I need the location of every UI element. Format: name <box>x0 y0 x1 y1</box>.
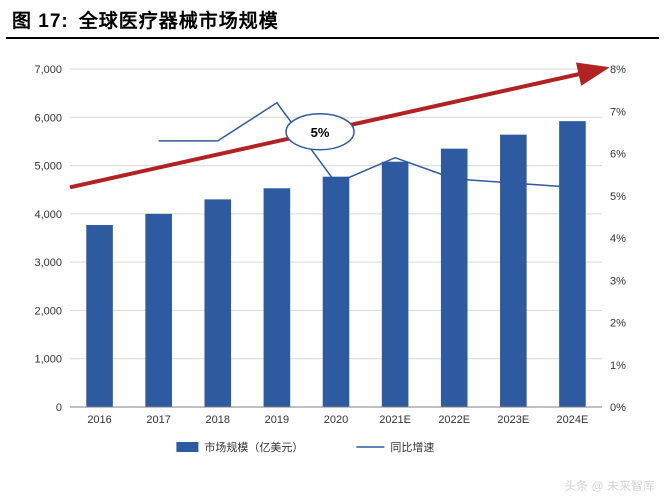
y-right-tick-label: 3% <box>610 275 626 287</box>
y-right-tick-label: 1% <box>610 360 626 372</box>
legend-label-line: 同比增速 <box>390 440 434 454</box>
legend-label-bar: 市场规模（亿美元） <box>204 440 303 454</box>
y-left-tick-label: 0 <box>56 402 62 414</box>
annotation-label: 5% <box>311 125 330 140</box>
figure-header: 图 17: 全球医疗器械市场规模 <box>0 0 665 37</box>
y-right-tick-label: 8% <box>610 64 626 76</box>
y-right-tick-label: 6% <box>610 149 626 161</box>
watermark: 头条 @ 未来智库 <box>564 477 655 494</box>
header-divider <box>6 37 659 39</box>
figure-label: 图 17: <box>12 6 69 33</box>
figure-title: 全球医疗器械市场规模 <box>79 6 279 33</box>
x-tick-label: 2019 <box>265 414 289 426</box>
x-tick-label: 2024E <box>557 414 589 426</box>
y-right-tick-label: 7% <box>610 106 626 118</box>
chart-container: 0 1,000 2,000 3,000 4,000 5,000 6,000 7,000 0% 1%… <box>12 47 652 467</box>
y-right-tick-label: 4% <box>610 233 626 245</box>
bar <box>500 135 527 407</box>
bar <box>382 162 409 407</box>
bar <box>441 149 468 407</box>
x-tick-label: 2022E <box>438 414 470 426</box>
bar <box>264 188 291 407</box>
x-tick-label: 2020 <box>324 414 348 426</box>
combo-chart: 0 1,000 2,000 3,000 4,000 5,000 6,000 7,000 0% 1%… <box>12 47 652 467</box>
bar <box>559 121 586 407</box>
x-tick-label: 2016 <box>87 414 111 426</box>
x-tick-label: 2017 <box>146 414 170 426</box>
y-left-tick-label: 1,000 <box>34 354 62 366</box>
y-right-tick-label: 2% <box>610 318 626 330</box>
y-left-tick-label: 7,000 <box>34 64 62 76</box>
y-left-tick-label: 6,000 <box>34 112 62 124</box>
legend-swatch-bar <box>176 442 198 452</box>
x-tick-label: 2023E <box>497 414 529 426</box>
x-tick-label: 2021E <box>379 414 411 426</box>
x-tick-label: 2018 <box>206 414 230 426</box>
y-left-tick-label: 5,000 <box>34 161 62 173</box>
y-right-tick-label: 0% <box>610 402 626 414</box>
bar <box>86 225 113 407</box>
bar <box>204 199 231 407</box>
bar <box>323 177 350 407</box>
y-left-tick-label: 4,000 <box>34 209 62 221</box>
y-left-tick-label: 2,000 <box>34 305 62 317</box>
bar <box>145 214 172 407</box>
y-right-tick-label: 5% <box>610 191 626 203</box>
y-left-tick-label: 3,000 <box>34 257 62 269</box>
